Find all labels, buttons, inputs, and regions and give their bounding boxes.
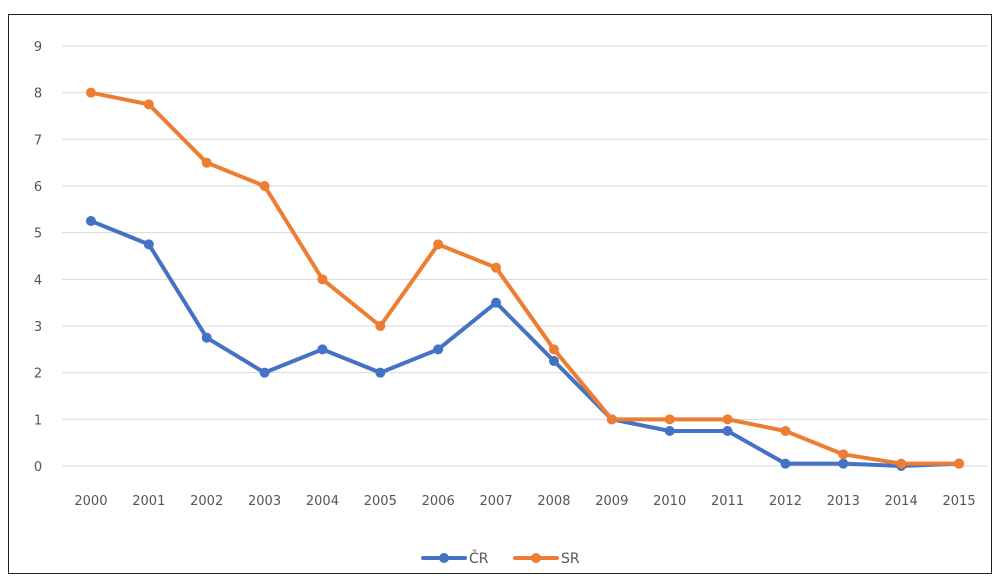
data-point	[491, 297, 502, 308]
y-tick-label: 4	[34, 273, 42, 288]
x-tick-label: 2015	[943, 494, 976, 509]
data-point	[606, 414, 617, 425]
data-point	[317, 274, 328, 285]
x-tick-label: 2007	[480, 494, 513, 509]
y-axis-ticks: 0 1 2 3 4 5 6 7 8 9	[34, 40, 42, 475]
data-point	[664, 426, 675, 436]
data-point	[896, 458, 907, 469]
legend-swatch-marker	[439, 553, 449, 563]
data-point	[722, 414, 733, 425]
data-point	[259, 367, 270, 378]
data-point	[143, 239, 154, 250]
data-point	[838, 458, 849, 469]
data-point	[433, 239, 444, 250]
gridlines	[62, 45, 988, 467]
legend-label: SR	[561, 551, 580, 567]
x-tick-label: 2011	[711, 494, 744, 509]
data-point	[722, 426, 733, 436]
data-point	[201, 332, 212, 343]
x-tick-label: 2008	[537, 494, 570, 509]
x-tick-label: 2005	[364, 494, 397, 509]
x-tick-label: 2013	[827, 494, 860, 509]
y-tick-label: 0	[34, 460, 42, 475]
data-point	[433, 344, 444, 355]
x-tick-label: 2012	[769, 494, 802, 509]
y-tick-label: 6	[34, 180, 42, 195]
x-tick-label: 2009	[595, 494, 628, 509]
chart-frame	[8, 14, 992, 574]
x-tick-label: 2002	[190, 494, 223, 509]
x-tick-label: 2010	[653, 494, 686, 509]
series-line-1	[88, 90, 962, 466]
data-point	[838, 449, 849, 460]
data-point	[780, 458, 791, 469]
data-point	[780, 426, 791, 436]
x-tick-label: 2000	[74, 494, 107, 509]
y-tick-label: 7	[34, 133, 42, 148]
y-tick-label: 2	[34, 367, 42, 382]
y-tick-label: 5	[34, 227, 42, 242]
y-tick-label: 1	[34, 413, 42, 428]
y-tick-label: 3	[34, 320, 42, 335]
data-point	[259, 181, 270, 191]
data-point	[491, 262, 502, 273]
data-point	[954, 458, 965, 469]
data-point	[664, 414, 675, 425]
x-tick-label: 2004	[306, 494, 339, 509]
x-tick-label: 2006	[422, 494, 455, 509]
series-lines	[85, 87, 965, 471]
data-point	[548, 356, 559, 366]
data-point	[548, 344, 559, 355]
legend-swatch-marker	[531, 553, 541, 563]
x-tick-label: 2014	[885, 494, 918, 509]
series-line-0	[88, 219, 962, 468]
data-point	[143, 99, 154, 110]
data-point	[85, 216, 96, 226]
x-axis-ticks: 2000 2001 2002 2003 2004 2005 2006 2007 2008 2009…	[74, 494, 975, 509]
y-tick-label: 9	[34, 40, 42, 55]
data-point	[85, 87, 96, 98]
data-point	[317, 344, 328, 355]
data-point	[375, 367, 386, 378]
x-tick-label: 2003	[248, 494, 281, 509]
y-tick-label: 8	[34, 87, 42, 102]
legend: ČR SR	[421, 549, 580, 567]
data-point	[201, 157, 212, 168]
legend-label: ČR	[469, 549, 489, 567]
data-point	[375, 321, 386, 331]
x-tick-label: 2001	[132, 494, 165, 509]
